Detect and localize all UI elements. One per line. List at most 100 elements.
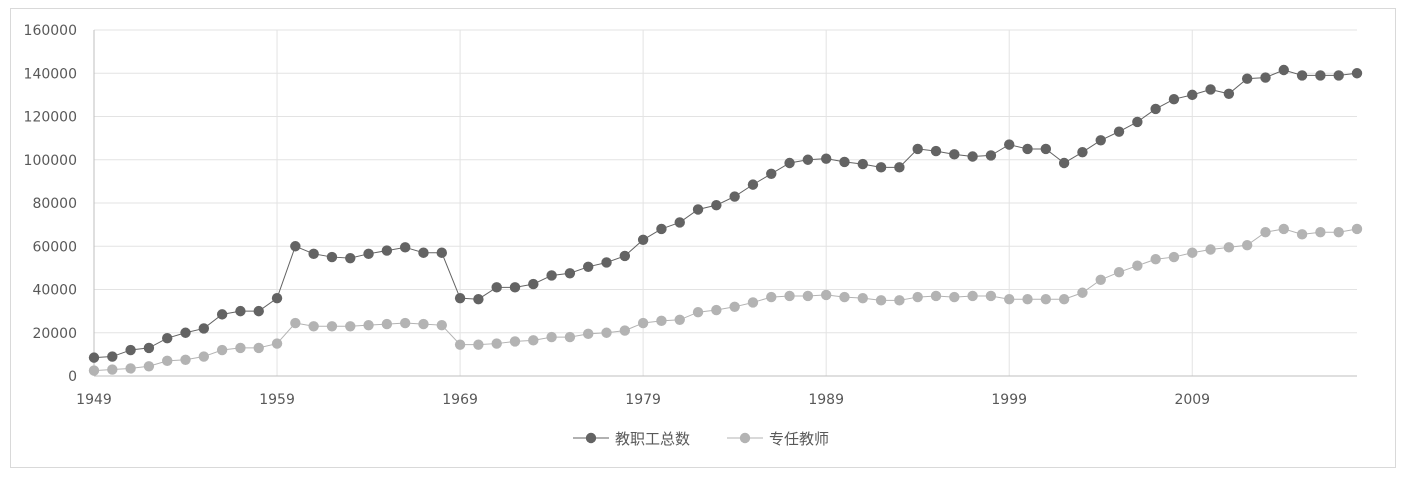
data-point [454,339,466,350]
data-point [198,323,210,334]
data-point [216,309,228,320]
data-point [528,278,539,290]
data-point [1296,70,1308,81]
data-point [766,168,777,180]
data-point [839,156,850,168]
data-point [1187,247,1198,258]
data-point [418,318,429,330]
data-point [271,338,283,349]
data-point [967,151,978,162]
data-point [674,217,685,228]
data-point [1058,157,1070,169]
data-point [1004,294,1015,305]
data-point [601,327,612,338]
data-point [564,268,576,279]
y-tick-label: 40000 [32,283,77,299]
data-point [125,344,136,356]
data-point [363,319,374,331]
series-1 [88,64,1363,363]
y-tick-label: 120000 [24,110,77,126]
data-point [637,234,649,245]
data-point [1022,294,1033,305]
data-point [729,301,740,312]
data-point [418,247,429,258]
data-point [1095,135,1106,146]
data-point [180,354,191,365]
data-point [1095,274,1106,285]
data-point [1058,294,1070,305]
data-point [235,305,246,317]
data-point [88,352,100,363]
data-point [1040,294,1052,305]
data-point [107,364,118,375]
data-point [1315,226,1326,238]
data-point [1223,88,1235,99]
data-point [1113,267,1125,278]
data-point [271,292,283,304]
data-point [1296,229,1308,240]
data-point [162,355,173,367]
data-point [290,241,301,252]
x-tick-label: 1979 [625,392,661,408]
data-point [674,314,685,325]
data-point [436,247,447,258]
y-tick-label: 0 [68,369,77,385]
data-point [290,317,301,329]
data-point [949,291,960,303]
data-point [692,307,704,318]
data-point [491,282,502,293]
data-point [88,365,100,376]
data-point [1168,251,1180,263]
x-tick-label: 1999 [991,392,1027,408]
data-point [345,321,356,332]
data-point [528,335,539,346]
data-point [930,145,942,157]
data-point [912,143,923,155]
data-point [930,290,942,302]
axes [93,30,1357,377]
legend-label: 教职工总数 [615,430,690,448]
data-point [1022,143,1033,155]
data-point [363,248,374,260]
data-point [1260,226,1271,238]
data-point [875,295,887,306]
data-point [656,223,667,235]
data-point [399,242,411,253]
data-point [1150,254,1161,265]
data-point [143,342,155,354]
data-point [162,332,173,344]
data-point [473,294,484,305]
data-point [180,327,191,338]
data-point [381,245,393,256]
data-point [1132,116,1143,128]
data-point [1241,239,1253,251]
legend-item: 专任教师 [727,430,829,448]
data-point [857,158,868,170]
data-point [308,321,319,332]
data-point [1040,143,1052,155]
data-point [894,295,905,306]
x-tick-label: 1959 [259,392,295,408]
data-point [436,319,447,331]
data-point [949,149,960,160]
series [88,64,1363,376]
data-point [1077,287,1088,298]
data-point [326,251,338,263]
y-tick-label: 20000 [32,326,77,342]
data-point [784,290,795,302]
data-point [235,342,246,354]
data-point [601,257,612,268]
data-point [784,157,795,169]
y-tick-label: 160000 [24,23,77,39]
y-tick-labels: 0 20000 40000 60000 80000 100000 120000 140000 1… [24,23,77,385]
data-point [308,248,319,260]
data-point [107,351,118,362]
data-point [326,321,338,332]
data-point [619,325,631,336]
data-point [125,363,136,374]
data-point [143,361,155,372]
data-point [253,342,264,354]
data-point [546,331,557,343]
data-point [1315,70,1326,81]
